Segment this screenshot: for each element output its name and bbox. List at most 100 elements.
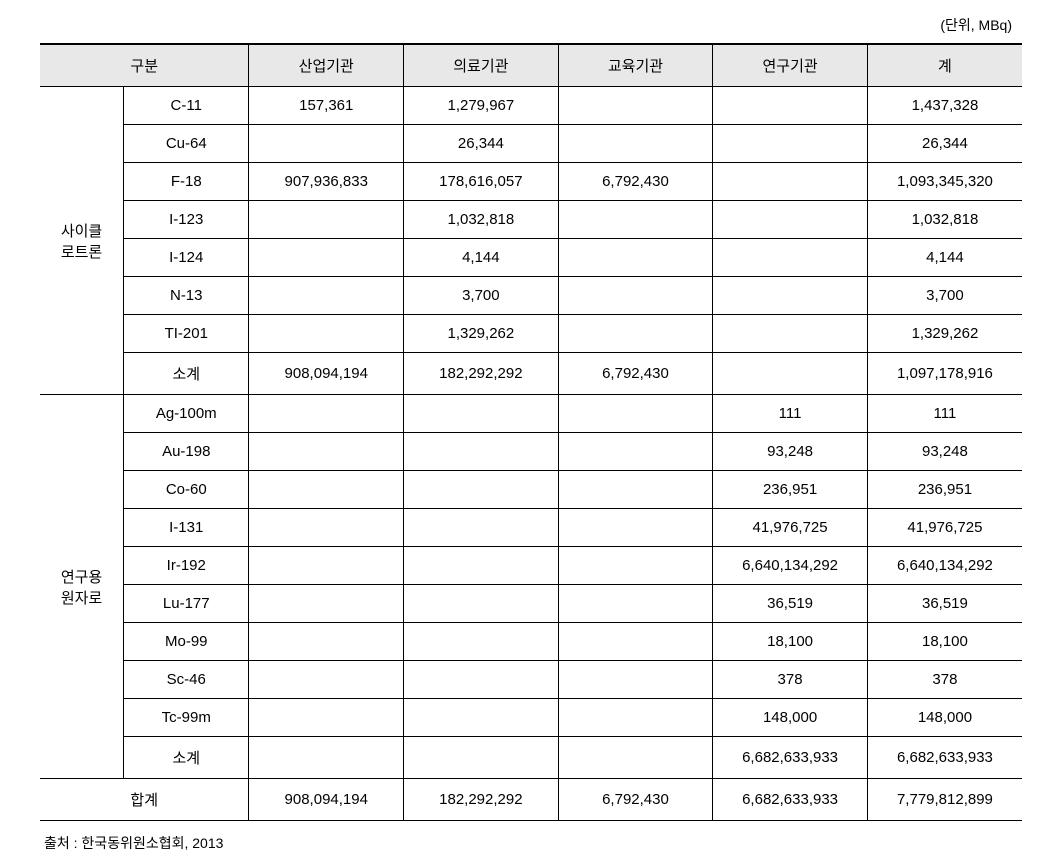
total-row: 합계908,094,194182,292,2926,792,4306,682,6… [40, 779, 1022, 821]
source-note: 출처 : 한국동위원소협회, 2013 [40, 833, 1022, 853]
cell-value [558, 623, 713, 661]
header-category: 구분 [40, 44, 249, 87]
cell-value: 908,094,194 [249, 353, 404, 395]
row-label: Ir-192 [124, 547, 249, 585]
row-label: F-18 [124, 163, 249, 201]
cell-value [404, 471, 559, 509]
cell-value [558, 201, 713, 239]
table-row: 사이클 로트론C-11157,3611,279,9671,437,328 [40, 87, 1022, 125]
row-label: I-131 [124, 509, 249, 547]
cell-value: 93,248 [713, 433, 868, 471]
cell-value: 36,519 [713, 585, 868, 623]
table-row: F-18907,936,833178,616,0576,792,430 1,093… [40, 163, 1022, 201]
table-row: I-1244,1444,144 [40, 239, 1022, 277]
cell-value [249, 623, 404, 661]
row-label: TI-201 [124, 315, 249, 353]
cell-value [558, 277, 713, 315]
cell-value: 18,100 [713, 623, 868, 661]
cell-value [249, 547, 404, 585]
table-row: Ir-192 6,640,134,2926,640,134,292 [40, 547, 1022, 585]
total-cell: 6,682,633,933 [713, 779, 868, 821]
isotope-table: 구분 산업기관 의료기관 교육기관 연구기관 계 사이클 로트론C-11157,… [40, 43, 1022, 821]
cell-value: 93,248 [867, 433, 1022, 471]
row-label: N-13 [124, 277, 249, 315]
cell-value [404, 623, 559, 661]
cell-value [713, 87, 868, 125]
cell-value [249, 201, 404, 239]
row-label: Mo-99 [124, 623, 249, 661]
cell-value [249, 315, 404, 353]
cell-value: 1,437,328 [867, 87, 1022, 125]
total-cell: 182,292,292 [404, 779, 559, 821]
row-label: Cu-64 [124, 125, 249, 163]
table-row: 소계908,094,194182,292,2926,792,4301,097,1… [40, 353, 1022, 395]
cell-value: 36,519 [867, 585, 1022, 623]
cell-value [404, 395, 559, 433]
cell-value: 236,951 [713, 471, 868, 509]
row-label: Sc-46 [124, 661, 249, 699]
cell-value [558, 315, 713, 353]
cell-value [558, 585, 713, 623]
cell-value: 6,640,134,292 [867, 547, 1022, 585]
row-label: Lu-177 [124, 585, 249, 623]
row-label: Au-198 [124, 433, 249, 471]
cell-value [558, 395, 713, 433]
cell-value: 907,936,833 [249, 163, 404, 201]
cell-value: 1,329,262 [867, 315, 1022, 353]
table-row: Co-60 236,951236,951 [40, 471, 1022, 509]
cell-value: 3,700 [404, 277, 559, 315]
cell-value [713, 125, 868, 163]
cell-value: 1,279,967 [404, 87, 559, 125]
cell-value: 4,144 [404, 239, 559, 277]
cell-value [404, 509, 559, 547]
total-cell: 6,792,430 [558, 779, 713, 821]
cell-value [249, 395, 404, 433]
cell-value: 378 [867, 661, 1022, 699]
table-row: I-131 41,976,72541,976,725 [40, 509, 1022, 547]
cell-value [558, 737, 713, 779]
cell-value: 178,616,057 [404, 163, 559, 201]
table-row: N-133,7003,700 [40, 277, 1022, 315]
cell-value [713, 315, 868, 353]
cell-value: 148,000 [713, 699, 868, 737]
cell-value [404, 433, 559, 471]
cell-value: 1,097,178,916 [867, 353, 1022, 395]
cell-value: 1,032,818 [867, 201, 1022, 239]
cell-value: 6,792,430 [558, 163, 713, 201]
cell-value: 236,951 [867, 471, 1022, 509]
row-label: Co-60 [124, 471, 249, 509]
cell-value: 157,361 [249, 87, 404, 125]
cell-value [558, 239, 713, 277]
cell-value: 1,032,818 [404, 201, 559, 239]
row-label: 소계 [124, 737, 249, 779]
cell-value [558, 509, 713, 547]
cell-value [404, 585, 559, 623]
cell-value: 378 [713, 661, 868, 699]
cell-value: 41,976,725 [713, 509, 868, 547]
table-row: 연구용 원자로Ag-100m111111 [40, 395, 1022, 433]
header-col1: 산업기관 [249, 44, 404, 87]
header-col4: 연구기관 [713, 44, 868, 87]
cell-value [713, 239, 868, 277]
cell-value [713, 163, 868, 201]
table-row: Lu-177 36,51936,519 [40, 585, 1022, 623]
cell-value [713, 201, 868, 239]
total-cell: 7,779,812,899 [867, 779, 1022, 821]
cell-value: 6,682,633,933 [867, 737, 1022, 779]
cell-value [249, 699, 404, 737]
row-label: Ag-100m [124, 395, 249, 433]
header-col3: 교육기관 [558, 44, 713, 87]
cell-value: 1,093,345,320 [867, 163, 1022, 201]
cell-value: 6,640,134,292 [713, 547, 868, 585]
table-row: Cu-6426,34426,344 [40, 125, 1022, 163]
cell-value: 111 [867, 395, 1022, 433]
cell-value [249, 471, 404, 509]
table-row: Mo-9918,10018,100 [40, 623, 1022, 661]
cell-value [249, 509, 404, 547]
cell-value: 41,976,725 [867, 509, 1022, 547]
cell-value: 1,329,262 [404, 315, 559, 353]
header-row: 구분 산업기관 의료기관 교육기관 연구기관 계 [40, 44, 1022, 87]
row-label: I-123 [124, 201, 249, 239]
cell-value: 26,344 [867, 125, 1022, 163]
total-cell: 908,094,194 [249, 779, 404, 821]
